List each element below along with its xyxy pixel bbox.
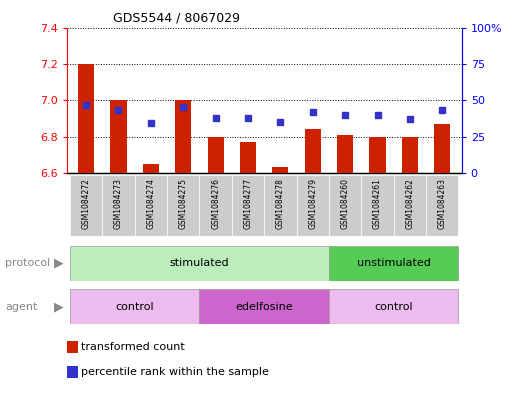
Text: GSM1084262: GSM1084262	[405, 178, 415, 229]
Bar	[175, 100, 191, 173]
Bar	[305, 129, 321, 173]
Text: GSM1084274: GSM1084274	[146, 178, 155, 229]
Text: edelfosine: edelfosine	[235, 301, 293, 312]
Text: GSM1084276: GSM1084276	[211, 178, 220, 229]
Text: ▶: ▶	[54, 257, 64, 270]
Bar	[337, 135, 353, 173]
Bar	[200, 175, 232, 236]
Bar	[361, 175, 393, 236]
Bar	[264, 175, 297, 236]
Bar	[70, 175, 102, 236]
Text: transformed count: transformed count	[81, 342, 185, 352]
Text: stimulated: stimulated	[170, 258, 229, 268]
Text: control: control	[115, 301, 154, 312]
Bar	[78, 64, 94, 173]
Text: GSM1084275: GSM1084275	[179, 178, 188, 229]
Text: GSM1084261: GSM1084261	[373, 178, 382, 229]
Bar	[297, 175, 329, 236]
Text: GSM1084260: GSM1084260	[341, 178, 350, 229]
Text: agent: agent	[5, 301, 37, 312]
Bar	[135, 175, 167, 236]
Text: GSM1084263: GSM1084263	[438, 178, 447, 229]
Bar	[329, 246, 459, 281]
Bar	[369, 136, 386, 173]
Text: unstimulated: unstimulated	[357, 258, 430, 268]
Bar	[110, 100, 127, 173]
Bar	[402, 136, 418, 173]
Text: control: control	[374, 301, 413, 312]
Text: GDS5544 / 8067029: GDS5544 / 8067029	[113, 12, 240, 25]
Text: GSM1084272: GSM1084272	[82, 178, 91, 229]
Text: percentile rank within the sample: percentile rank within the sample	[81, 367, 269, 377]
Bar	[240, 142, 256, 173]
Bar	[208, 136, 224, 173]
Text: GSM1084273: GSM1084273	[114, 178, 123, 229]
Bar	[272, 167, 288, 173]
Bar	[167, 175, 200, 236]
Bar	[70, 246, 329, 281]
Bar	[434, 124, 450, 173]
Text: GSM1084279: GSM1084279	[308, 178, 317, 229]
Text: GSM1084277: GSM1084277	[244, 178, 252, 229]
Bar	[329, 289, 459, 324]
Bar	[232, 175, 264, 236]
Bar	[393, 175, 426, 236]
Bar	[329, 175, 361, 236]
Bar	[200, 289, 329, 324]
Text: protocol: protocol	[5, 258, 50, 268]
Text: ▶: ▶	[54, 300, 64, 313]
Bar	[143, 164, 159, 173]
Bar	[70, 289, 200, 324]
Bar	[426, 175, 459, 236]
Bar	[102, 175, 135, 236]
Text: GSM1084278: GSM1084278	[276, 178, 285, 229]
